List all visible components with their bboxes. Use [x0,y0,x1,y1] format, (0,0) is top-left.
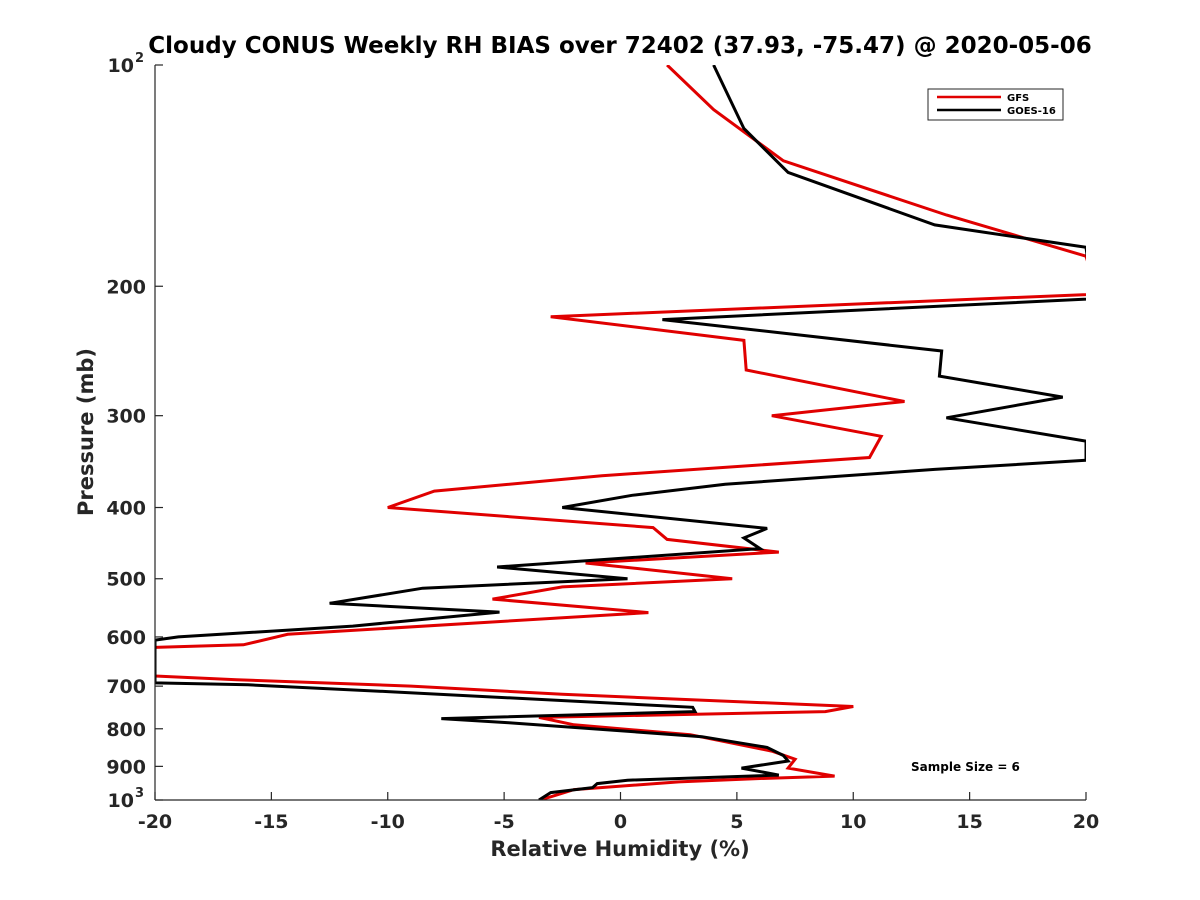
y-tick-label: 800 [106,719,146,741]
y-axis-label: Pressure (mb) [74,348,98,516]
x-ticks: -20 -15 -10 -5 0 5 10 15 20 [138,792,1099,833]
y-tick-label: 500 [106,569,146,591]
y-tick-exponent: 3 [135,786,144,801]
y-tick-label: 700 [106,676,146,698]
x-tick-label: -20 [138,811,172,833]
y-tick-label: 10 [108,55,134,77]
chart-title: Cloudy CONUS Weekly RH BIAS over 72402 (… [148,33,1091,59]
x-tick-label: 5 [730,811,743,833]
y-tick-label: 200 [106,276,146,298]
legend-label-goes16: GOES-16 [1007,106,1056,117]
x-tick-label: 15 [956,811,982,833]
y-tick-label: 900 [106,756,146,778]
legend-label-gfs: GFS [1007,93,1029,104]
y-tick-label: 10 [108,790,134,812]
y-tick-label: 300 [106,406,146,428]
legend-box [927,88,1064,121]
x-axis-label: Relative Humidity (%) [490,837,749,861]
y-tick-exponent: 2 [135,51,144,66]
plot-background [155,65,1086,800]
x-tick-label: 10 [840,811,866,833]
x-tick-label: -10 [371,811,405,833]
x-tick-label: -5 [494,811,515,833]
x-tick-label: 20 [1073,811,1099,833]
y-tick-label: 600 [106,627,146,649]
legend: GFS GOES-16 [927,88,1064,121]
sample-size-annotation: Sample Size = 6 [911,760,1020,774]
series-line-goes16 [155,65,1086,800]
series-line-gfs [155,65,1086,800]
series-layer [155,65,1086,800]
y-tick-label: 400 [106,498,146,520]
x-tick-label: -15 [254,811,288,833]
x-tick-label: 0 [614,811,627,833]
